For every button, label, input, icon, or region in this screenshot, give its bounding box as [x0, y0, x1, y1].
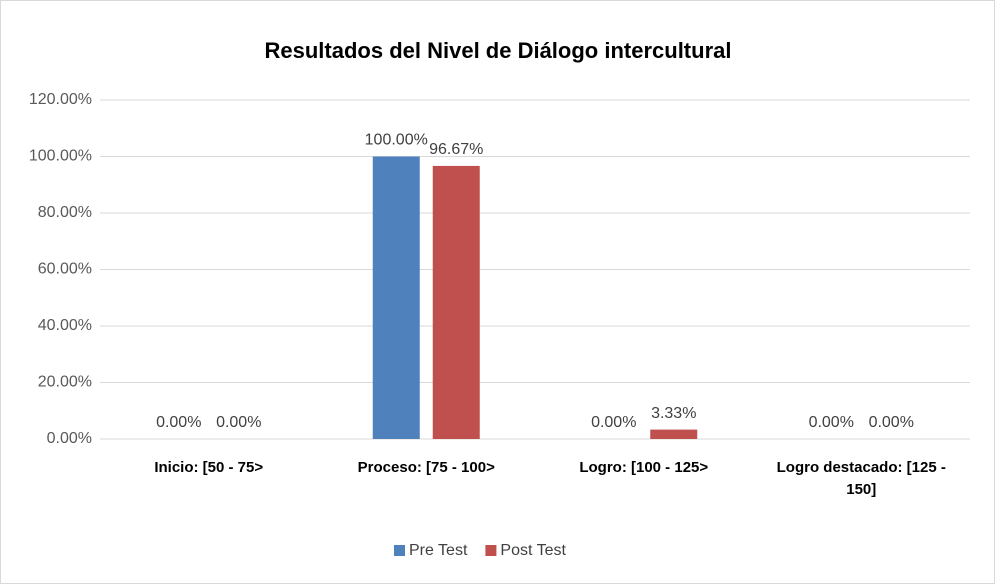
legend-label: Post Test	[500, 542, 566, 559]
y-tick-label: 100.00%	[29, 148, 92, 165]
legend-swatch	[394, 545, 405, 556]
data-label: 96.67%	[429, 141, 483, 158]
legend-swatch	[485, 545, 497, 556]
y-tick-label: 120.00%	[29, 91, 92, 108]
y-tick-label: 60.00%	[38, 261, 92, 278]
x-tick-label: Proceso: [75 - 100>	[357, 459, 495, 476]
y-tick-label: 40.00%	[38, 317, 92, 334]
data-label: 100.00%	[365, 132, 428, 149]
data-label: 0.00%	[869, 414, 914, 431]
y-tick-label: 80.00%	[38, 204, 92, 221]
data-label: 0.00%	[591, 414, 636, 431]
legend-label: Pre Test	[409, 542, 468, 559]
x-tick-label: Logro: [100 - 125>	[579, 459, 709, 476]
data-label: 0.00%	[216, 414, 261, 431]
data-label: 0.00%	[809, 414, 854, 431]
bar	[650, 429, 698, 439]
y-tick-label: 0.00%	[47, 430, 92, 447]
x-tick-label: Inicio: [50 - 75>	[154, 459, 264, 476]
bar	[372, 156, 420, 439]
chart-title: Resultados del Nivel de Diálogo intercul…	[265, 38, 732, 63]
data-label: 0.00%	[156, 414, 201, 431]
x-tick-label: Logro destacado: [125 - 150]	[776, 459, 946, 498]
y-tick-label: 20.00%	[38, 374, 92, 391]
data-label: 3.33%	[651, 405, 696, 422]
bar	[432, 165, 480, 439]
